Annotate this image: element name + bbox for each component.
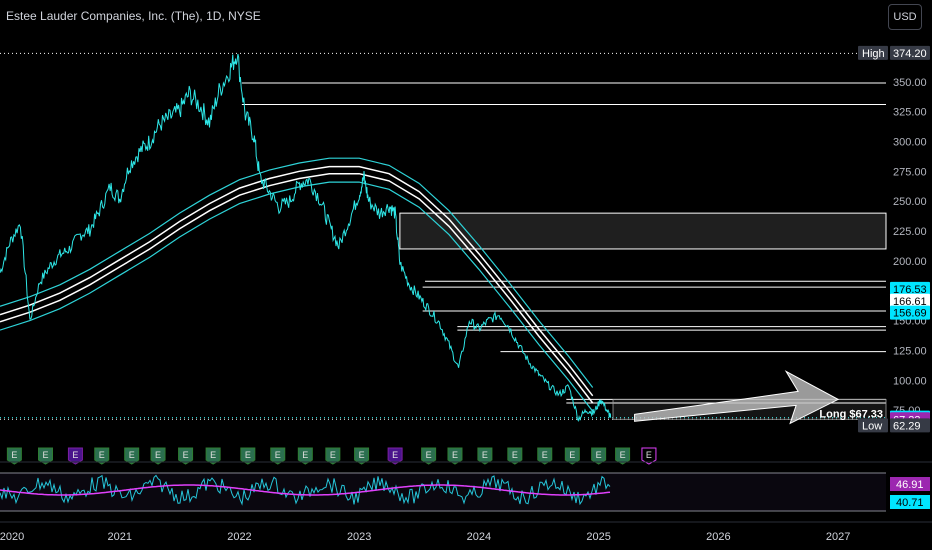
event-badge-label: E xyxy=(596,450,602,460)
price-axis-label-value: 374.20 xyxy=(893,48,927,60)
chart-title: Estee Lauder Companies, Inc. (The), 1D, … xyxy=(6,9,261,23)
price-line xyxy=(0,53,612,423)
event-badge-label: E xyxy=(542,450,548,460)
price-axis-label-bg xyxy=(890,418,930,433)
price-axis-label: 374.20 High xyxy=(858,45,930,60)
event-badge-label: E xyxy=(72,450,78,460)
event-badge-label: E xyxy=(482,450,488,460)
event-badge-label: E xyxy=(569,450,575,460)
y-tick-label: 200.00 xyxy=(893,256,927,268)
event-badge-label: E xyxy=(129,450,135,460)
event-badge-label: E xyxy=(155,450,161,460)
rsi-axis-label-value: 40.71 xyxy=(896,497,924,509)
event-badge-label: E xyxy=(452,450,458,460)
event-badge-label: E xyxy=(392,450,398,460)
y-tick-label: 100.00 xyxy=(893,375,927,387)
x-tick-label: 2024 xyxy=(467,531,491,543)
rsi-axis-label-bg xyxy=(890,477,930,491)
x-tick-label: 2026 xyxy=(706,531,730,543)
price-axis-label-value: 62.29 xyxy=(893,420,921,432)
price-axis-label-value: 176.53 xyxy=(893,284,927,296)
price-axis-label-bg xyxy=(890,281,930,296)
event-badge-label: E xyxy=(512,450,518,460)
rsi-axis-label: 40.71 xyxy=(890,495,930,509)
moving-average-ribbon xyxy=(0,157,594,412)
price-axis[interactable]: 75.00100.00125.00150.00175.00200.00225.0… xyxy=(858,45,930,509)
y-tick-label: 350.00 xyxy=(893,77,927,89)
price-axis-label: 166.61 xyxy=(890,293,930,308)
event-badge-label: E xyxy=(359,450,365,460)
rsi-axis-label-value: 46.91 xyxy=(896,479,924,491)
price-axis-label-bg xyxy=(890,45,930,60)
event-badge-label: E xyxy=(275,450,281,460)
price-axis-tag-bg xyxy=(858,418,888,433)
currency-button[interactable]: USD xyxy=(888,4,922,30)
price-axis-label: 156.69 xyxy=(890,305,930,320)
price-axis-label: 176.53 xyxy=(890,281,930,296)
ribbon-center-lower xyxy=(0,172,594,404)
x-tick-label: 2020 xyxy=(0,531,24,543)
ribbon-upper-band xyxy=(0,157,594,388)
event-badge-label: E xyxy=(99,450,105,460)
event-badge-label: E xyxy=(302,450,308,460)
rsi-axis-label-bg xyxy=(890,495,930,509)
rsi-pane xyxy=(0,461,932,512)
price-axis-tag-bg xyxy=(858,45,888,60)
y-tick-label: 125.00 xyxy=(893,345,927,357)
price-series-layer xyxy=(0,53,612,423)
event-badge-label: E xyxy=(245,450,251,460)
event-badge-label: E xyxy=(646,450,652,460)
price-axis-label-value: 156.69 xyxy=(893,308,927,320)
ribbon-lower-band xyxy=(0,181,594,412)
event-badge-label: E xyxy=(426,450,432,460)
y-tick-label: 300.00 xyxy=(893,136,927,148)
ribbon-center-upper xyxy=(0,165,594,397)
price-axis-tag: High xyxy=(862,48,885,60)
price-axis-label-bg xyxy=(890,293,930,308)
price-axis-label: 62.29 Low xyxy=(858,418,930,433)
rsi-ma-line xyxy=(0,484,611,496)
event-badge-label: E xyxy=(210,450,216,460)
x-tick-label: 2022 xyxy=(227,531,251,543)
rsi-line xyxy=(0,474,611,506)
price-axis-tag: Low xyxy=(862,420,882,432)
event-badge-label: E xyxy=(620,450,626,460)
rsi-band xyxy=(0,473,886,511)
time-axis[interactable]: 2020 2021 2022 2023 2024 2025 2026 2027 xyxy=(0,521,932,543)
x-tick-label: 2021 xyxy=(107,531,131,543)
x-tick-label: 2023 xyxy=(347,531,371,543)
projection-arrow xyxy=(634,370,840,425)
projection-arrow-layer: Long $67.33 xyxy=(634,370,883,425)
price-axis-label-bg xyxy=(890,305,930,320)
y-tick-label: 275.00 xyxy=(893,166,927,178)
x-tick-label: 2027 xyxy=(826,531,850,543)
event-badge-label: E xyxy=(11,450,17,460)
rsi-axis-label: 46.91 xyxy=(890,477,930,491)
y-tick-label: 325.00 xyxy=(893,107,927,119)
event-badge-label: E xyxy=(183,450,189,460)
price-axis-label-value: 166.61 xyxy=(893,296,927,308)
long-position-label: Long $67.33 xyxy=(819,408,883,420)
event-badge-label: E xyxy=(330,450,336,460)
x-tick-label: 2025 xyxy=(586,531,610,543)
supply-zone xyxy=(399,212,887,250)
y-tick-label: 250.00 xyxy=(893,196,927,208)
y-tick-label: 225.00 xyxy=(893,226,927,238)
event-badge-label: E xyxy=(42,450,48,460)
supply-zone-layer xyxy=(399,212,887,420)
